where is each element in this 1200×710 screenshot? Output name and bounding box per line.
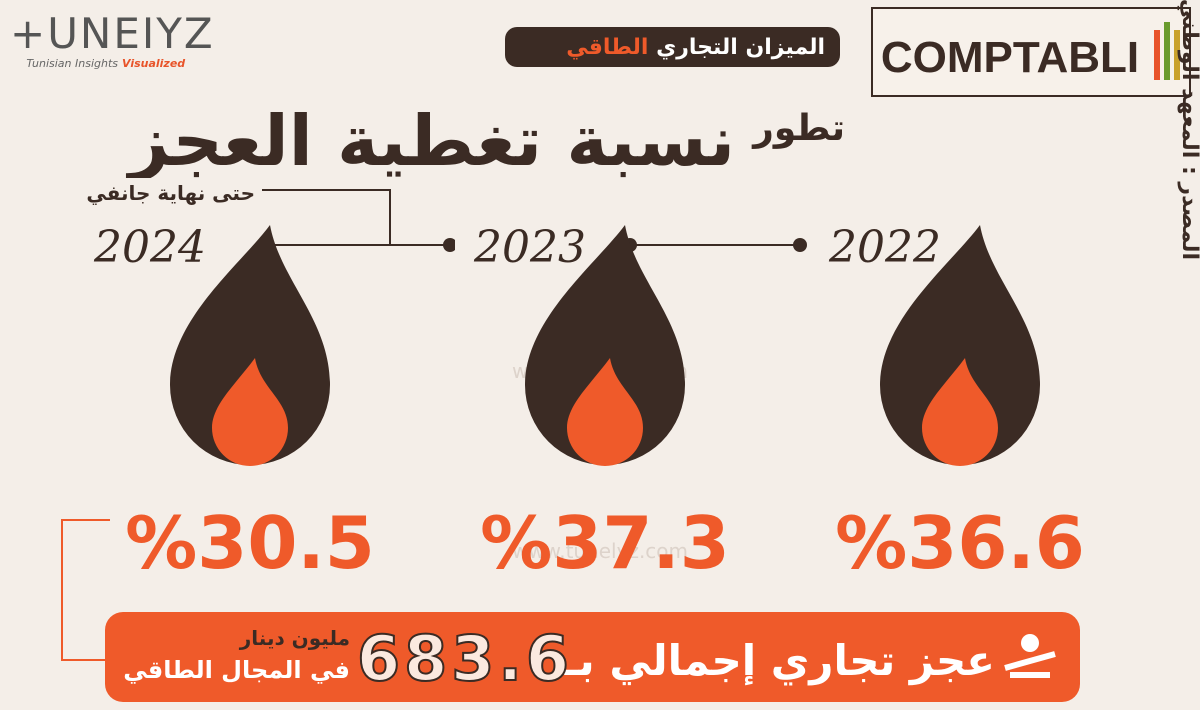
flame <box>170 225 330 465</box>
deficit-scope: في المجال الطاقي <box>123 656 350 684</box>
logo-tagline: Tunisian Insights <box>26 57 118 70</box>
deficit-unit: مليون دينار <box>239 626 350 650</box>
title: نسبة تغطية العجز <box>126 100 735 182</box>
partner-bar <box>1154 30 1160 80</box>
flame-core <box>212 358 288 466</box>
logo: +UNEIYZ <box>10 9 215 58</box>
connector <box>61 519 110 661</box>
partner-bar <box>1164 22 1170 80</box>
deficit-label: عجز تجاري إجمالي بـ <box>564 636 995 686</box>
badge <box>505 27 840 67</box>
year-box <box>80 218 220 270</box>
logo-tagline-accent: Visualized <box>122 57 185 70</box>
flame-core <box>922 358 998 466</box>
rate: %30.5 <box>125 501 375 585</box>
year-box <box>810 218 950 270</box>
year-box <box>455 218 595 270</box>
partner-box <box>871 7 1191 97</box>
title-prefix: تطور <box>751 108 845 149</box>
watermark: www.tunelyz.com <box>512 539 688 563</box>
year: 2023 <box>473 222 586 273</box>
period-box <box>35 178 260 208</box>
source: المصدر : المعهد الوطني للإحصاء <box>1177 0 1200 260</box>
badge-text: الميزان التجاري الطاقي <box>566 35 825 60</box>
icon <box>1021 634 1039 652</box>
partner: COMPTABLI <box>881 33 1139 82</box>
deficit-amount: 683.6 <box>357 622 573 695</box>
year: 2024 <box>93 222 206 273</box>
deficit-banner <box>105 612 1080 702</box>
partner-bar <box>1174 30 1180 80</box>
timeline <box>262 189 800 246</box>
flame <box>880 225 1040 465</box>
year: 2022 <box>828 222 941 273</box>
flame-core <box>567 358 643 466</box>
icon <box>1004 651 1056 678</box>
rate: %36.6 <box>835 501 1085 585</box>
flame <box>525 225 685 465</box>
rate: %37.3 <box>480 501 730 585</box>
period: حتى نهاية جانفي <box>86 181 255 206</box>
